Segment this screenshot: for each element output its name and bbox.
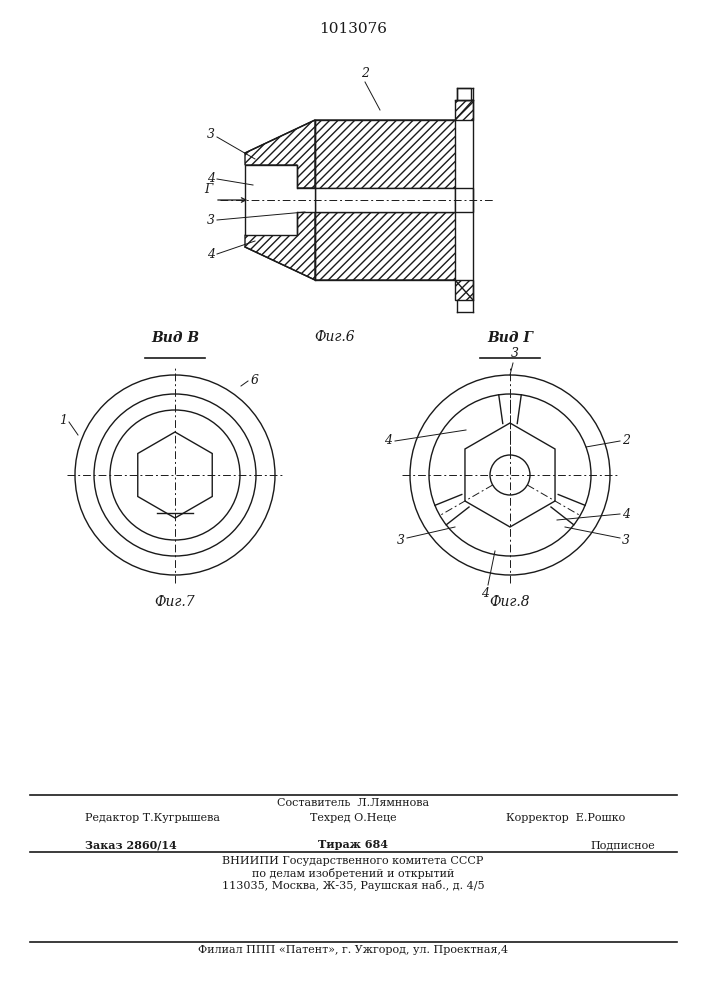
Text: 113035, Москва, Ж-35, Раушская наб., д. 4/5: 113035, Москва, Ж-35, Раушская наб., д. … xyxy=(222,880,484,891)
Text: Техред О.Неце: Техред О.Неце xyxy=(310,813,397,823)
Text: Подписное: Подписное xyxy=(590,840,655,850)
Polygon shape xyxy=(245,120,315,188)
Text: Заказ 2860/14: Заказ 2860/14 xyxy=(85,839,177,850)
Text: 4: 4 xyxy=(622,508,630,522)
Text: по делам изобретений и открытий: по делам изобретений и открытий xyxy=(252,868,454,879)
Text: 2: 2 xyxy=(622,434,630,446)
Text: ВНИИПИ Государственного комитета СССР: ВНИИПИ Государственного комитета СССР xyxy=(222,856,484,866)
Text: Тираж 684: Тираж 684 xyxy=(318,839,388,850)
Text: Г: Г xyxy=(204,183,212,196)
Text: 3: 3 xyxy=(397,534,405,546)
Text: 3: 3 xyxy=(207,214,215,227)
Text: 6: 6 xyxy=(251,373,259,386)
Text: 3: 3 xyxy=(511,347,519,360)
Polygon shape xyxy=(457,88,471,100)
Text: 4: 4 xyxy=(481,587,489,600)
Text: Вид Г: Вид Г xyxy=(487,331,533,345)
Text: 1: 1 xyxy=(59,414,67,426)
Text: Фиг.8: Фиг.8 xyxy=(490,595,530,609)
Text: 4: 4 xyxy=(384,434,392,446)
Text: Составитель  Л.Лямннова: Составитель Л.Лямннова xyxy=(277,798,429,808)
Polygon shape xyxy=(455,188,473,212)
Text: 4: 4 xyxy=(207,172,215,184)
Text: 3: 3 xyxy=(207,128,215,141)
Polygon shape xyxy=(245,212,315,280)
Polygon shape xyxy=(245,165,315,235)
Text: 3: 3 xyxy=(622,534,630,546)
Text: Филиал ППП «Патент», г. Ужгород, ул. Проектная,4: Филиал ППП «Патент», г. Ужгород, ул. Про… xyxy=(198,945,508,955)
Text: 4: 4 xyxy=(207,248,215,261)
Text: Фиг.7: Фиг.7 xyxy=(155,595,195,609)
Text: Корректор  Е.Рошко: Корректор Е.Рошко xyxy=(506,813,625,823)
Text: 2: 2 xyxy=(361,67,369,80)
Polygon shape xyxy=(315,212,455,280)
Polygon shape xyxy=(455,280,473,300)
Polygon shape xyxy=(315,120,455,188)
Text: Фиг.6: Фиг.6 xyxy=(315,330,356,344)
Polygon shape xyxy=(315,188,455,212)
Text: Вид В: Вид В xyxy=(151,331,199,345)
Text: Редактор Т.Кугрышева: Редактор Т.Кугрышева xyxy=(85,813,220,823)
Polygon shape xyxy=(455,100,473,120)
Text: 1013076: 1013076 xyxy=(319,22,387,36)
